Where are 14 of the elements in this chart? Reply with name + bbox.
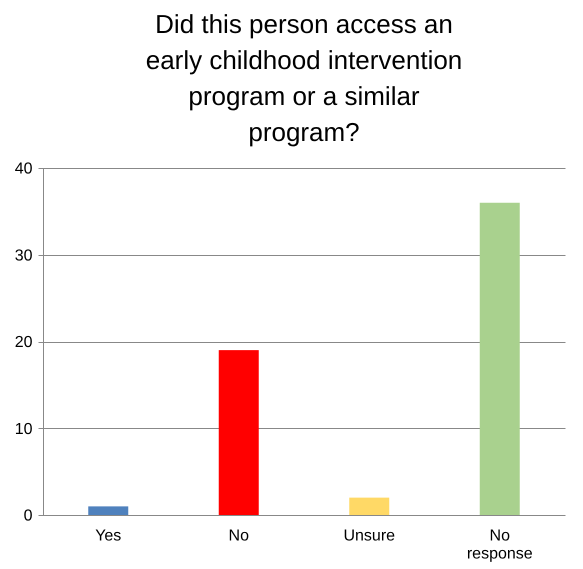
bar [349,498,390,515]
y-tick-label: 40 [14,160,33,178]
x-tick-label: Yes [95,528,122,544]
chart-title: Did this person access an early childhood intervention program or a similar program? [146,9,462,147]
x-tick-label: No [228,528,250,544]
y-tick-label: 30 [14,247,33,264]
x-tick-label: Unsure [343,528,396,544]
x-tick-label: No response [466,528,533,562]
bar [480,202,520,515]
bar [218,350,259,515]
y-tick-label: 0 [24,508,33,524]
bar [88,506,128,515]
y-tick-label: 10 [14,420,33,438]
y-tick-label: 20 [14,334,33,351]
